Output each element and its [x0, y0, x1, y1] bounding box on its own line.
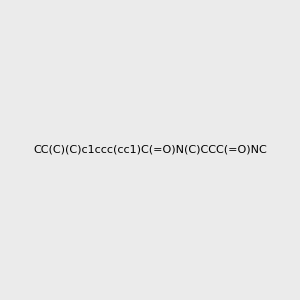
Text: CC(C)(C)c1ccc(cc1)C(=O)N(C)CCC(=O)NC: CC(C)(C)c1ccc(cc1)C(=O)N(C)CCC(=O)NC — [33, 145, 267, 155]
